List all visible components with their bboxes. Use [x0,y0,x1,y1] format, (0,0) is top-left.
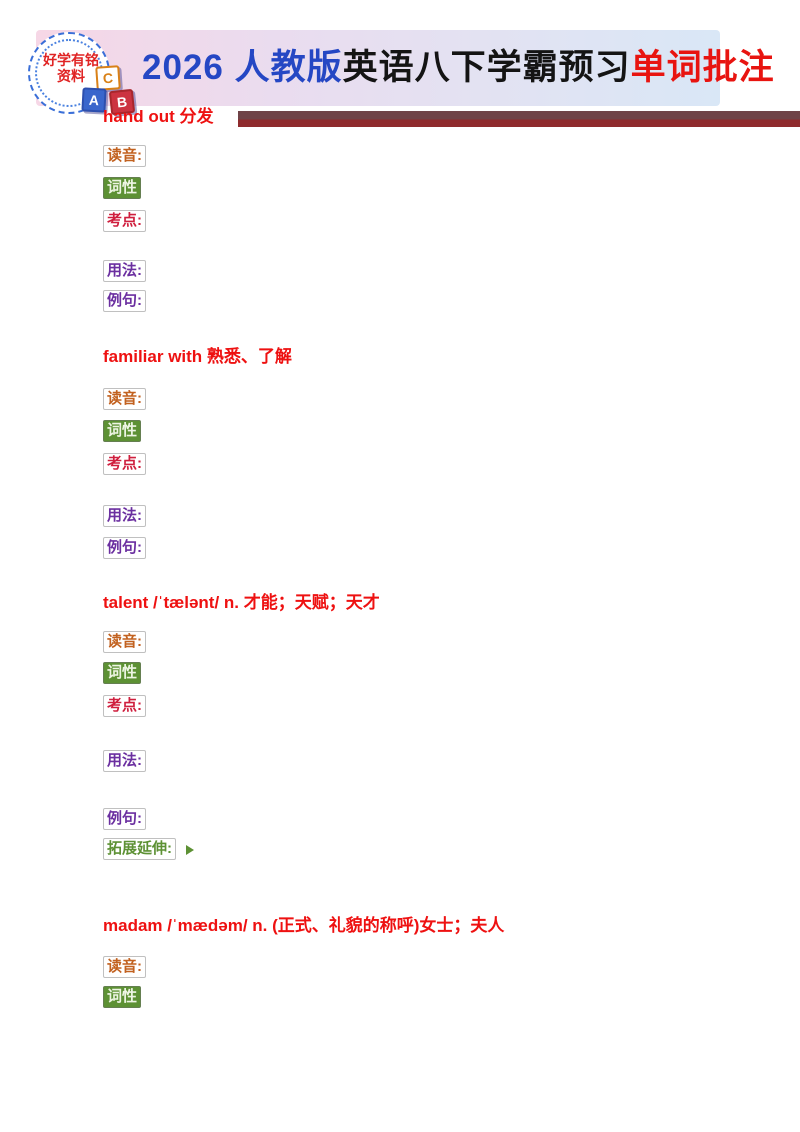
annotation-label-pos: 词性 [103,662,142,684]
brand-logo: 好学有铭 资料 C A B [26,30,138,116]
annotation-label-pos: 词性 [103,177,142,199]
letter-block-c: C [95,65,121,91]
header-banner [36,30,720,106]
annotation-label-example: 例句: [103,537,146,559]
annotation-label-exam-point: 考点: [103,453,146,475]
annotation-label-example: 例句: [103,290,146,312]
heading-divider-bar [238,111,800,127]
annotation-label-pronunciation: 读音: [103,631,146,653]
word-heading: talent /ˈtælənt/ n. 才能；天赋；天才 [103,593,380,612]
page-title: 2026 人教版英语八下学霸预习单词批注 [142,40,774,96]
word-heading: familiar with 熟悉、了解 [103,347,292,366]
annotation-label-extension: 拓展延伸: [103,838,176,860]
annotation-label-example: 例句: [103,808,146,830]
title-subject: 英语八下学霸预习 [342,48,631,87]
word-heading: madam /ˈmædəm/ n. (正式、礼貌的称呼)女士；夫人 [103,916,505,935]
extension-arrow-mark [186,845,194,855]
annotation-label-pronunciation: 读音: [103,145,146,167]
title-highlight: 单词批注 [630,48,775,87]
annotation-label-pos: 词性 [103,420,142,442]
annotation-label-usage: 用法: [103,750,146,772]
logo-text-line1: 好学有铭 [43,52,99,68]
annotation-label-usage: 用法: [103,260,146,282]
annotation-label-exam-point: 考点: [103,695,146,717]
logo-text-line2: 资料 [57,68,85,84]
title-year-edition: 2026 人教版 [142,48,343,87]
annotation-label-pos: 词性 [103,986,142,1008]
annotation-label-usage: 用法: [103,505,146,527]
word-heading: hand out 分发 [103,107,214,126]
annotation-label-pronunciation: 读音: [103,388,146,410]
annotation-label-exam-point: 考点: [103,210,146,232]
annotation-label-pronunciation: 读音: [103,956,146,978]
logo-text: 好学有铭 资料 [32,52,110,84]
